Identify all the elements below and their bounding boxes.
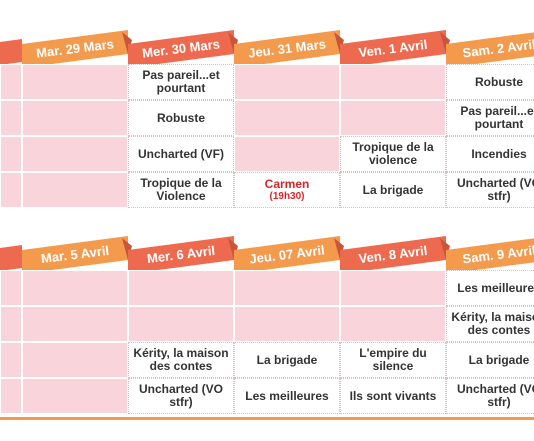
film-cell: L'empire du silence — [340, 342, 446, 378]
empty-cell — [234, 100, 340, 136]
film-title: Uncharted (VO stfr) — [456, 176, 534, 203]
empty-cell — [340, 306, 446, 342]
film-title: Incendies — [471, 146, 527, 161]
empty-cell — [234, 306, 340, 342]
film-time: (19h30) — [269, 190, 305, 202]
empty-cell — [0, 342, 22, 378]
empty-cell — [340, 100, 446, 136]
film-cell: Pas pareil...et pourtant — [446, 100, 534, 136]
ribbon — [234, 30, 340, 68]
empty-cell — [22, 378, 128, 414]
empty-cell — [22, 136, 128, 172]
empty-cell — [0, 378, 22, 414]
empty-cell — [0, 136, 22, 172]
film-cell: Tropique de la Violence — [128, 172, 234, 208]
empty-cell — [0, 100, 22, 136]
ribbon — [128, 236, 234, 274]
ribbon — [340, 30, 446, 68]
empty-cell — [234, 136, 340, 172]
empty-cell — [340, 64, 446, 100]
ribbon — [0, 39, 22, 65]
empty-cell — [22, 64, 128, 100]
film-title: Pas pareil...et pourtant — [142, 68, 220, 95]
film-title: Ils sont vivants — [349, 388, 437, 403]
film-title: Kérity, la maison des contes — [451, 310, 534, 337]
film-cell: Uncharted (VO stfr) — [446, 172, 534, 208]
ribbon — [446, 238, 534, 274]
film-cell: Robuste — [446, 64, 534, 100]
film-title: Les meilleures — [457, 280, 534, 295]
film-title: Uncharted (VF) — [137, 146, 224, 161]
film-title: Kérity, la maison des contes — [133, 346, 229, 373]
film-cell: La brigade — [446, 342, 534, 378]
empty-cell — [0, 172, 22, 208]
empty-cell — [340, 270, 446, 306]
empty-cell — [22, 100, 128, 136]
film-cell: Pas pareil...et pourtant — [128, 64, 234, 100]
empty-cell — [22, 172, 128, 208]
film-title: Uncharted (VO stfr) — [456, 382, 534, 409]
film-cell: Les meilleures — [446, 270, 534, 306]
empty-cell — [0, 64, 22, 100]
film-cell: Robuste — [128, 100, 234, 136]
empty-cell — [22, 270, 128, 306]
film-cell: La brigade — [340, 172, 446, 208]
film-cell: Incendies — [446, 136, 534, 172]
empty-cell — [22, 306, 128, 342]
film-cell: Uncharted (VO stfr) — [446, 378, 534, 414]
film-title: Les meilleures — [245, 388, 329, 403]
film-title: Pas pareil...et pourtant — [460, 104, 534, 131]
film-title: La brigade — [362, 182, 424, 197]
film-title: Robuste — [157, 110, 205, 125]
empty-cell — [0, 270, 22, 306]
bottom-rule — [0, 417, 534, 420]
empty-cell — [128, 270, 234, 306]
empty-cell — [128, 306, 234, 342]
film-cell: Uncharted (VO stfr) — [128, 378, 234, 414]
film-cell: Uncharted (VF) — [128, 136, 234, 172]
empty-cell — [22, 342, 128, 378]
empty-cell — [234, 270, 340, 306]
ribbon — [340, 236, 446, 274]
ribbon — [22, 30, 128, 68]
film-title: La brigade — [256, 352, 318, 367]
film-title: Uncharted (VO stfr) — [138, 382, 223, 409]
film-title: Tropique de la violence — [352, 140, 434, 167]
film-title: La brigade — [468, 352, 530, 367]
ribbon — [128, 30, 234, 68]
film-cell: Ils sont vivants — [340, 378, 446, 414]
ribbon — [446, 32, 534, 68]
ribbon — [0, 245, 22, 271]
film-cell: Kérity, la maison des contes — [446, 306, 534, 342]
film-cell: Kérity, la maison des contes — [128, 342, 234, 378]
film-cell: Les meilleures — [234, 378, 340, 414]
film-cell: Carmen (19h30) — [234, 172, 340, 208]
empty-cell — [0, 306, 22, 342]
ribbon — [22, 236, 128, 274]
film-title: Tropique de la Violence — [140, 176, 222, 203]
film-title: Robuste — [475, 74, 523, 89]
ribbon — [234, 236, 340, 274]
film-title: Carmen — [264, 176, 310, 191]
film-cell: La brigade — [234, 342, 340, 378]
empty-cell — [234, 64, 340, 100]
film-title: L'empire du silence — [359, 346, 427, 373]
film-cell: Tropique de la violence — [340, 136, 446, 172]
